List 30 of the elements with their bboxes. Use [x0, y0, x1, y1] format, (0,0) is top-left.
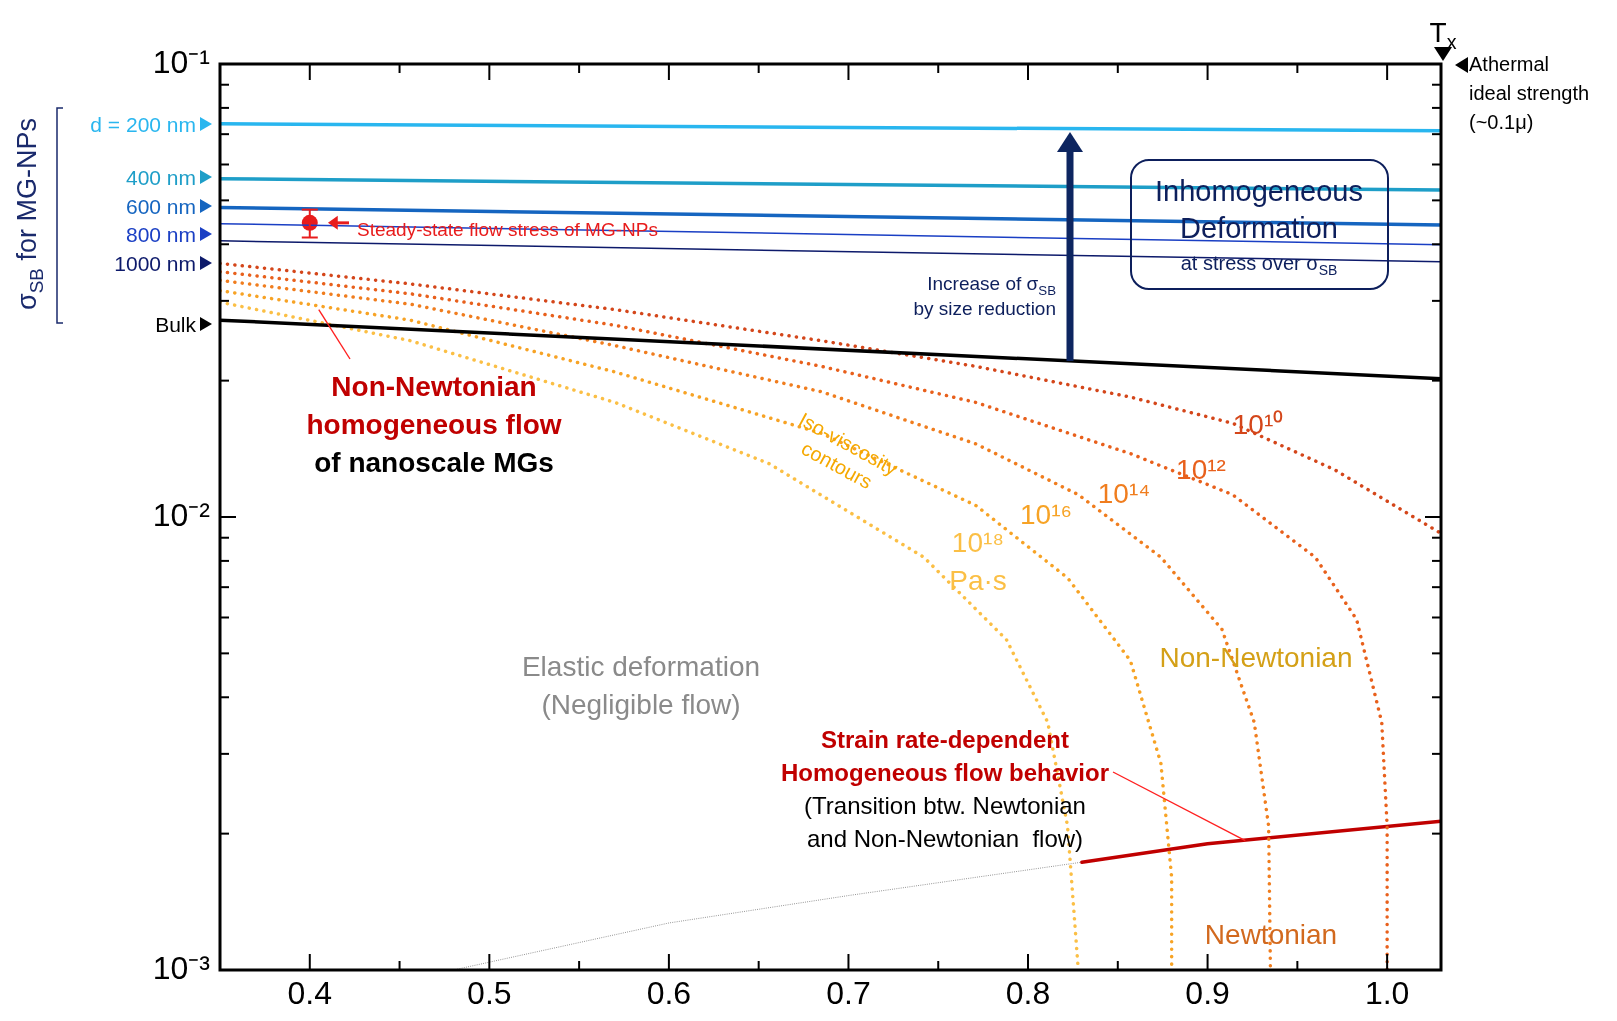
legend-label: 1000 nm [114, 252, 197, 275]
series-label: 10¹⁰ [1232, 409, 1284, 440]
legend-label: Bulk [155, 313, 197, 336]
annotation: Non-Newtonian [1159, 642, 1353, 673]
x-tick-label: 1.0 [1364, 975, 1410, 1012]
x-tick-label: 0.8 [1005, 975, 1051, 1012]
text: Athermal ideal strength (~0.1μ) [1469, 53, 1590, 133]
annotation: Non-Newtonian homogeneous flow [306, 371, 562, 440]
annotation: Newtonian [1204, 919, 1338, 950]
y-tick-label: 10⁻¹ [152, 43, 210, 80]
series-label: 10¹⁶ [1020, 499, 1072, 530]
annotation: of nanoscale MGs [314, 447, 554, 478]
series-label: 10¹⁸ Pa·s [949, 527, 1007, 596]
annotation: (Transition btw. Newtonian and Non-Newtonian flow) [804, 792, 1086, 852]
x-tick-label: 0.4 [287, 975, 333, 1012]
legend-label: 600 nm [125, 195, 196, 218]
x-tick-label: 0.9 [1185, 975, 1230, 1012]
series-label: 10¹² [1176, 454, 1226, 485]
y-tick-label: 10⁻³ [152, 949, 211, 986]
x-tick-label: 0.7 [826, 975, 871, 1012]
series-label: 10¹⁴ [1097, 478, 1151, 509]
annotation: Elastic deformation (Negligible flow) [521, 651, 761, 720]
y-tick-label: 10⁻² [152, 496, 211, 533]
legend-label: 800 nm [125, 223, 196, 246]
x-tick-label: 0.6 [646, 975, 692, 1012]
annotation: Strain rate-dependent Homogeneous flow behavior [780, 726, 1110, 786]
legend-label: 400 nm [125, 166, 196, 189]
legend-label: d = 200 nm [90, 113, 196, 136]
y-axis-title: σSB for MG-NPs [12, 118, 47, 310]
x-tick-label: 0.5 [467, 975, 512, 1012]
